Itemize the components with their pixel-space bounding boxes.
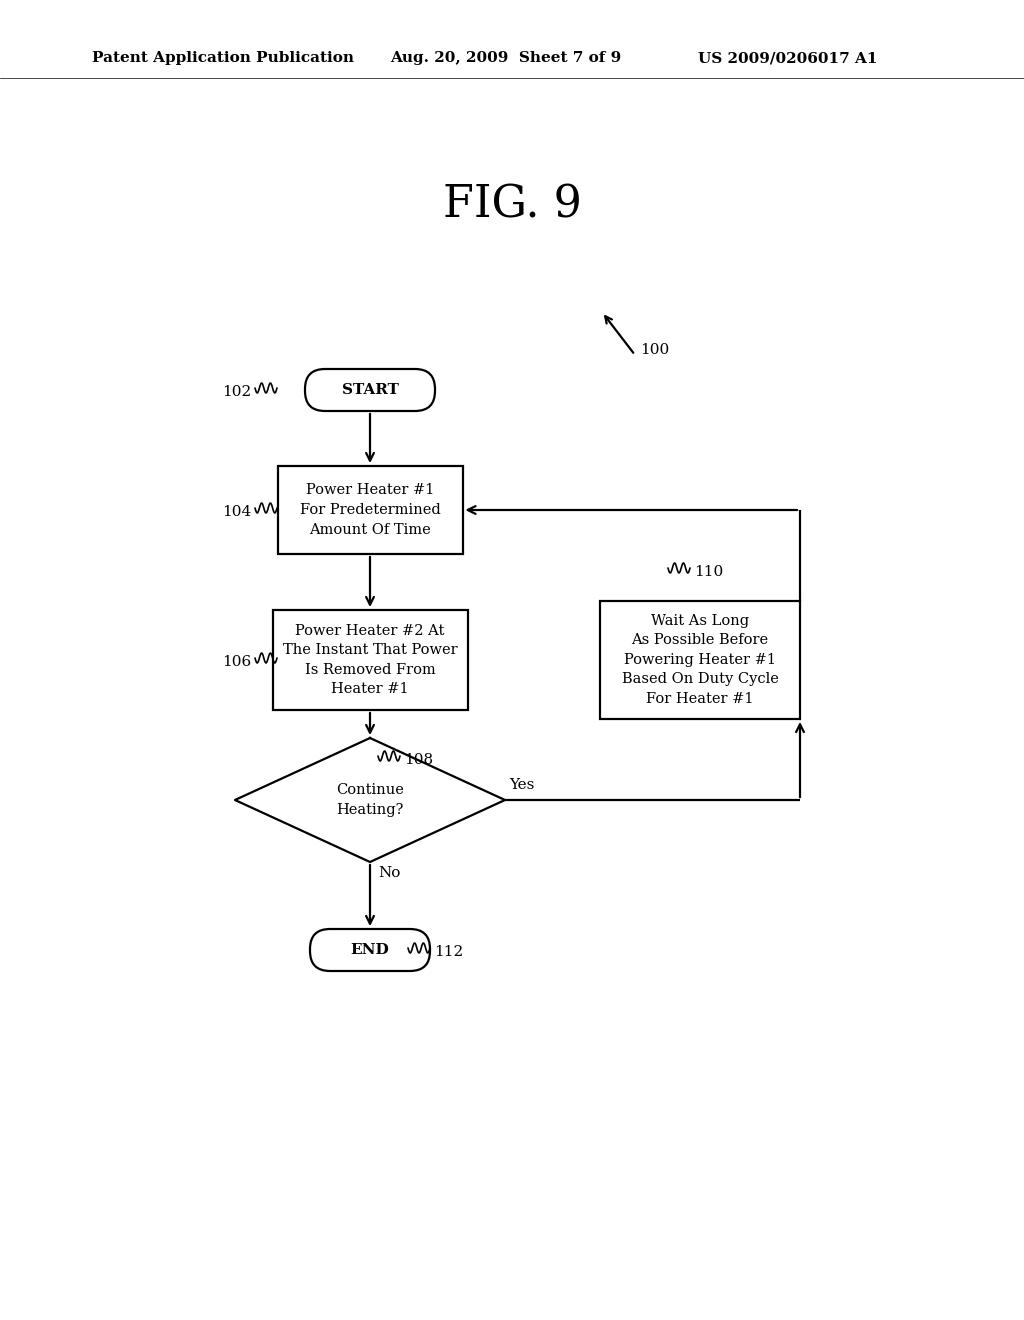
FancyBboxPatch shape (305, 370, 435, 411)
Text: 100: 100 (640, 343, 670, 356)
Text: 104: 104 (222, 506, 251, 519)
Text: Continue
Heating?: Continue Heating? (336, 783, 403, 817)
Text: Wait As Long
As Possible Before
Powering Heater #1
Based On Duty Cycle
For Heate: Wait As Long As Possible Before Powering… (622, 614, 778, 706)
Text: 112: 112 (434, 945, 463, 960)
Polygon shape (234, 738, 505, 862)
Text: 110: 110 (694, 565, 723, 579)
Bar (278, 466, 463, 554)
Text: 106: 106 (222, 655, 251, 669)
Text: US 2009/0206017 A1: US 2009/0206017 A1 (698, 51, 878, 65)
Bar (600, 601, 800, 719)
Text: No: No (378, 866, 400, 880)
FancyBboxPatch shape (310, 929, 430, 972)
Text: Patent Application Publication: Patent Application Publication (92, 51, 354, 65)
Text: 102: 102 (222, 385, 251, 399)
Text: END: END (350, 942, 389, 957)
Bar (272, 610, 468, 710)
Text: START: START (342, 383, 398, 397)
Text: Power Heater #2 At
The Instant That Power
Is Removed From
Heater #1: Power Heater #2 At The Instant That Powe… (283, 624, 458, 696)
Text: FIG. 9: FIG. 9 (442, 183, 582, 227)
Text: Yes: Yes (509, 777, 535, 792)
Text: 108: 108 (404, 752, 433, 767)
Text: Aug. 20, 2009  Sheet 7 of 9: Aug. 20, 2009 Sheet 7 of 9 (390, 51, 622, 65)
Text: Power Heater #1
For Predetermined
Amount Of Time: Power Heater #1 For Predetermined Amount… (300, 483, 440, 536)
